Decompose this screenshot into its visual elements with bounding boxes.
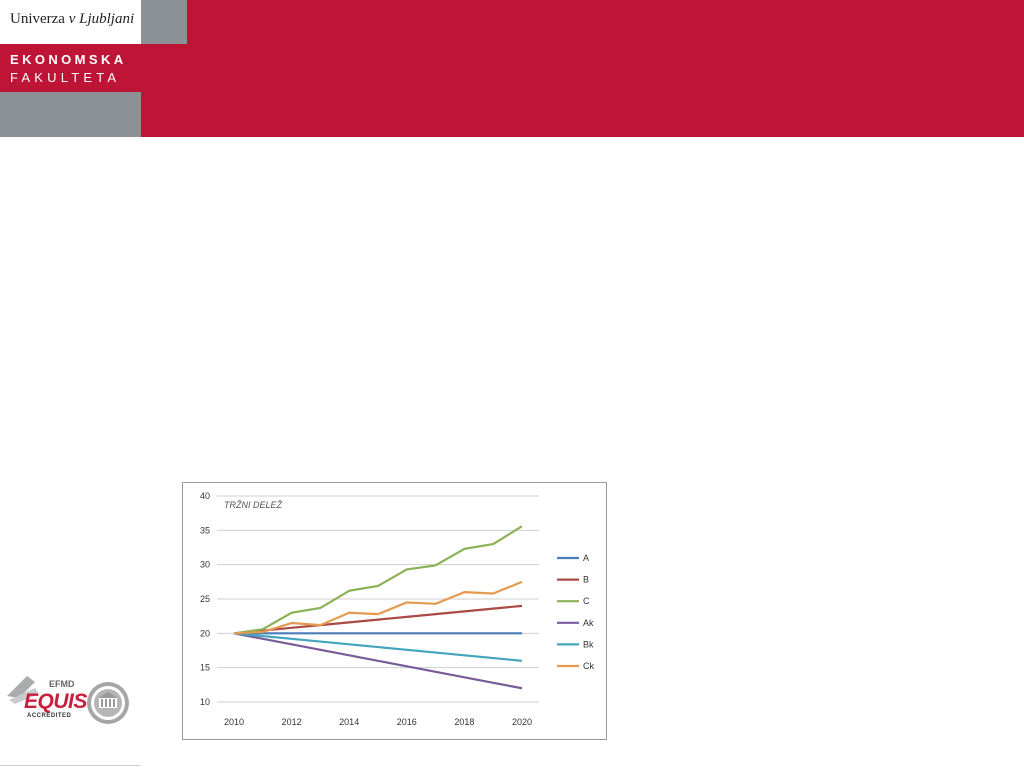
logo-faculty-box: [0, 44, 141, 92]
x-tick-label: 2014: [339, 717, 359, 727]
y-tick-label: 10: [200, 697, 210, 707]
accredited-label: ACCREDITED: [27, 713, 72, 719]
header-banner: [141, 0, 1024, 137]
legend-label: Ak: [583, 618, 594, 628]
faculty-name-line1: EKONOMSKA: [10, 52, 127, 67]
series-line-ak: [233, 632, 523, 690]
series-line-b: [233, 604, 523, 635]
chart-title: TRŽNI DELEŽ: [224, 500, 283, 510]
legend-label: C: [583, 596, 590, 606]
y-tick-label: 30: [200, 560, 210, 570]
y-tick-label: 15: [200, 663, 210, 673]
series-line-c: [233, 525, 523, 635]
x-tick-label: 2012: [282, 717, 302, 727]
faculty-name-line2: FAKULTETA: [10, 70, 121, 85]
x-tick-label: 2018: [454, 717, 474, 727]
legend-label: B: [583, 575, 589, 585]
chart-legend: A B C Ak Bk Ck: [557, 553, 594, 671]
legend-label: Bk: [583, 639, 594, 649]
y-tick-label: 25: [200, 594, 210, 604]
y-tick-label: 35: [200, 525, 210, 535]
series-line-bk: [233, 632, 523, 662]
efmd-wing-icon: [7, 676, 35, 698]
logo-grey-footer: [0, 92, 141, 137]
market-share-chart: 10 15 20 25 30 35 40 2010 2012 2014 2016 2018 2020 …: [182, 482, 607, 740]
x-tick-labels: 2010 2012 2014 2016 2018 2020: [224, 717, 532, 727]
header-divider: [0, 137, 141, 139]
logo-university-box: [0, 0, 141, 44]
chart-gridlines: [217, 495, 539, 703]
legend-label: A: [583, 553, 589, 563]
x-tick-label: 2010: [224, 717, 244, 727]
x-tick-label: 2020: [512, 717, 532, 727]
chart-series: [233, 525, 523, 690]
y-tick-label: 20: [200, 628, 210, 638]
legend-label: Ck: [583, 661, 594, 671]
university-name: Univerza v Ljubljani: [10, 11, 135, 27]
efmd-label: EFMD: [49, 679, 75, 689]
y-tick-label: 40: [200, 491, 210, 501]
efmd-wing-icon-lower: [9, 688, 39, 704]
logo-grey-block: [141, 0, 187, 44]
y-tick-labels: 10 15 20 25 30 35 40: [200, 491, 210, 707]
equis-label: EQUIS: [24, 690, 87, 713]
x-tick-label: 2016: [397, 717, 417, 727]
series-line-ck: [233, 580, 523, 635]
footer-divider: [0, 765, 141, 766]
equis-accreditation-logo: [7, 676, 129, 724]
